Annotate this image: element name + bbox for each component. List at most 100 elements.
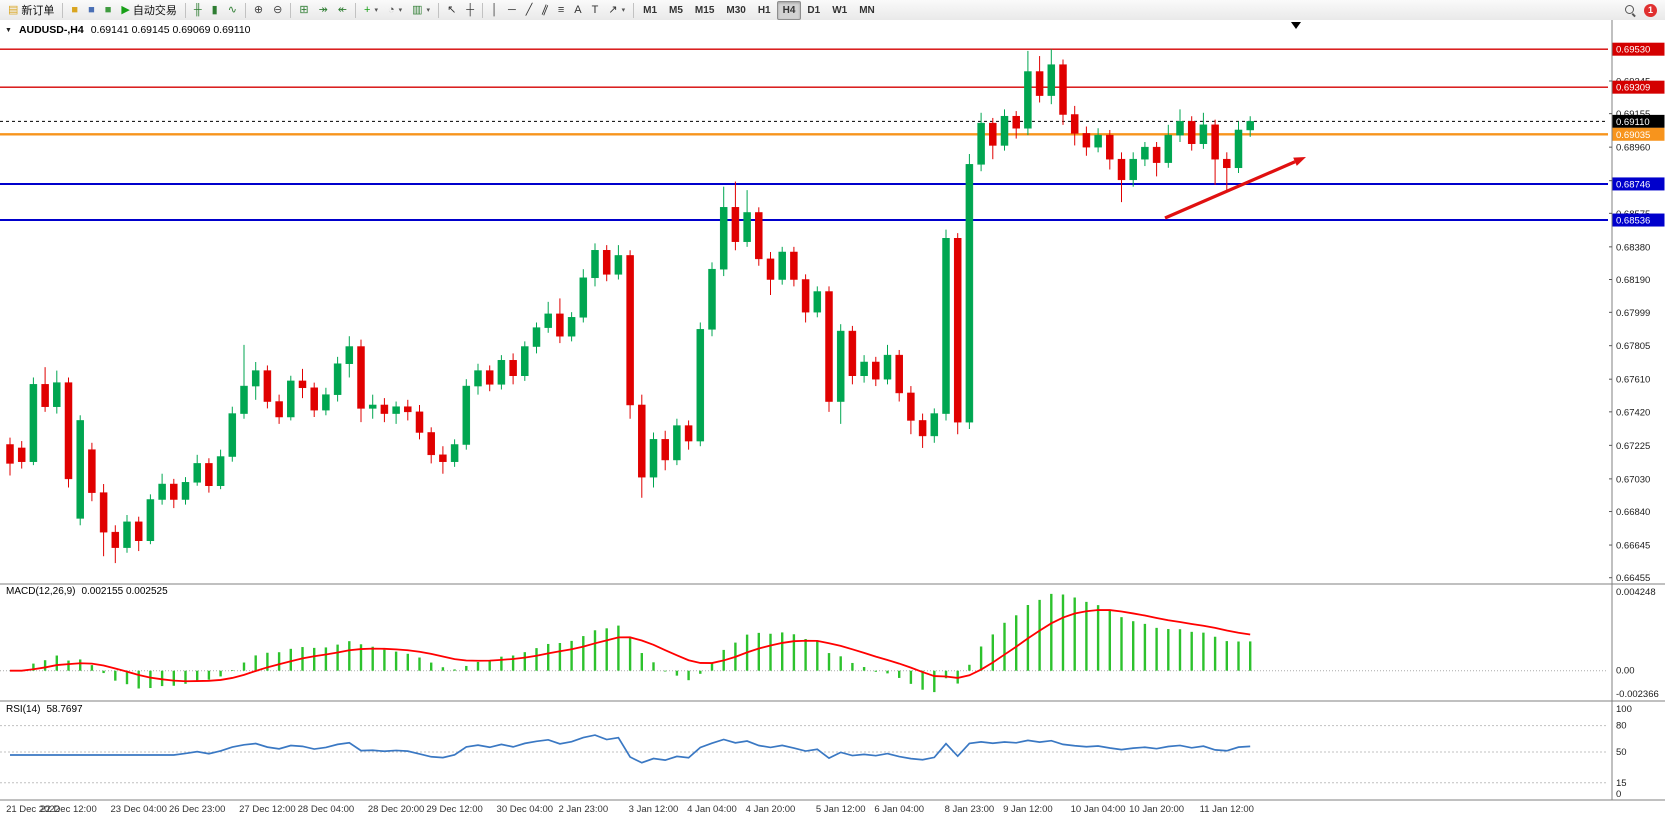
indicators-icon: + [364,3,371,16]
price-badge: 0.68746 [1612,177,1665,191]
svg-text:0.69035: 0.69035 [1616,130,1650,141]
dropdown-caret-icon: ▾ [374,7,378,14]
candle [345,336,354,378]
trendline-icon[interactable]: ╱ [521,1,538,20]
toolbar-right: 1 [1625,3,1665,17]
tile-windows-icon[interactable]: ⊞ [294,1,313,20]
periods-button[interactable]: ◔ ▾ [383,1,407,20]
channel-icon[interactable]: ∥ [537,1,553,20]
candle [497,355,506,390]
timeframe-m30[interactable]: M30 [726,4,746,16]
timeframe-m1[interactable]: M1 [643,4,658,16]
notification-badge[interactable]: 1 [1644,3,1657,17]
metaeditor-icon[interactable]: ■ [66,1,83,20]
candle [532,322,541,354]
timeframe-w1[interactable]: W1 [832,4,848,16]
candle [731,181,740,251]
candle [439,446,447,474]
time-axis-label: 28 Dec 04:00 [298,804,355,815]
horizontal-lines[interactable] [0,48,1608,222]
price-axis-tick: 0.67999 [1616,308,1650,319]
strategy-tester-icon[interactable]: ■ [83,1,100,20]
bar-chart-icon[interactable]: ╫ [189,1,207,20]
cursor-icon[interactable]: ↖ [442,1,461,20]
arrows-button[interactable]: ↗ ▾ [603,1,630,20]
price-axis-tick: 0.66455 [1616,573,1650,584]
toolbar-separator [62,2,64,18]
indicators-button[interactable]: + ▾ [359,1,383,20]
timeframe-m15[interactable]: M15 [694,4,715,16]
chart-window[interactable]: 0.693450.691550.689600.687650.685750.683… [0,20,1665,828]
text-icon[interactable]: A [569,1,586,20]
candle [170,478,178,509]
rsi-axis-tick: 15 [1616,778,1627,789]
macd-signal-line [9,609,1251,683]
chart-shift-icon: ↞ [337,3,348,16]
svg-text:0.69530: 0.69530 [1616,45,1650,56]
macd-histogram [20,593,1252,693]
time-axis-label: 22 Dec 12:00 [40,804,97,815]
timeframe-mn[interactable]: MN [859,4,875,16]
candle [766,252,775,295]
fibonacci-icon: ≡ [557,3,565,16]
candle [193,454,201,486]
line-chart-icon[interactable]: ∿ [223,1,242,20]
crosshair-icon[interactable]: ┼ [461,1,479,20]
candle [708,262,716,337]
candle [567,312,576,342]
chart-shift-icon[interactable]: ↞ [333,1,352,20]
toolbar-groups: ▤ 新订单 ■ ■ ■ ▶ 自动交易 ╫ ▮ ∿ ⊕ ⊖ ⊞ ↠ ↞ + ▾ ◔ ▾ ▥ ▾ ↖ ┼ │ ─ ╱ ∥ ≡ A T ↗ ▾ M1 M… [0,0,1625,20]
metaeditor-icon: ■ [71,3,79,16]
candle [41,367,49,412]
candle [1211,119,1219,185]
zoom-in-icon[interactable]: ⊕ [249,1,268,20]
candle [17,441,26,469]
candle [1223,152,1231,191]
candle [53,370,61,414]
toolbar-separator [438,2,440,18]
time-axis-label: 2 Jan 23:00 [558,804,608,815]
autotrading-button[interactable]: ▶ 自动交易 [116,1,181,20]
candle [579,269,588,323]
tile-windows-icon: ⊞ [299,3,309,16]
candle [544,301,552,333]
price-axis-tick: 0.67805 [1616,341,1650,352]
candle [1094,128,1102,153]
end-marker-icon [1291,22,1301,29]
zoom-out-icon[interactable]: ⊖ [268,1,287,20]
auto-scroll-icon[interactable]: ↠ [314,1,333,20]
price-axis-tick: 0.68380 [1616,242,1650,253]
candle [755,207,763,266]
price-chart[interactable]: 0.693450.691550.689600.687650.685750.683… [0,20,1665,828]
candle [228,406,237,462]
candle [380,398,389,423]
timeframe-d1[interactable]: D1 [807,4,821,16]
dropdown-caret-icon: ▾ [621,7,626,14]
trend-arrow[interactable] [1164,157,1306,220]
candle [485,365,494,392]
horizontal-line-icon[interactable]: ─ [503,1,521,20]
candle [404,399,412,421]
candle [626,250,634,419]
candle [942,229,950,421]
candle [181,477,190,505]
candle [965,154,974,430]
search-icon[interactable] [1625,4,1636,16]
text-label-icon[interactable]: T [587,1,604,20]
rsi-panel: 100 80 50 150 [0,704,1632,800]
template-button[interactable]: ▥ ▾ [407,1,435,20]
fibonacci-icon[interactable]: ≡ [553,1,569,20]
price-axis[interactable]: 0.693450.691550.689600.687650.685750.683… [1609,42,1665,585]
toolbar-separator [184,2,186,18]
candle [158,473,166,505]
market-watch-icon[interactable]: ■ [100,1,117,20]
timeframe-m5[interactable]: M5 [669,4,683,16]
timeframe-h4[interactable]: H4 [776,0,802,20]
timeframe-h1[interactable]: H1 [757,4,771,16]
new-order-button[interactable]: ▤ 新订单 [3,1,59,20]
symbol-dropdown-icon[interactable]: ▼ [5,26,12,34]
candlestick-chart-icon[interactable]: ▮ [207,1,223,20]
candle [918,413,927,448]
vertical-line-icon[interactable]: │ [486,1,503,20]
